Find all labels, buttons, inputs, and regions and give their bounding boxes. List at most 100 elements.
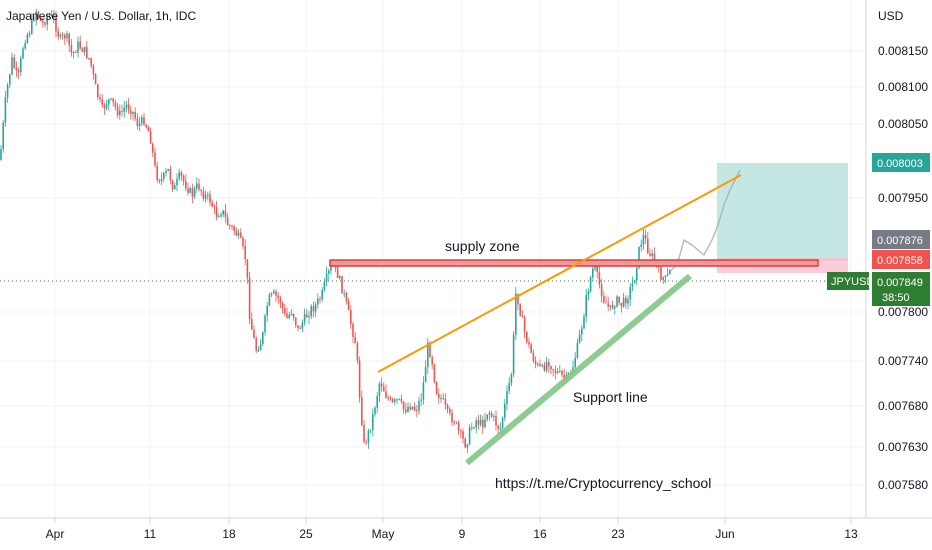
candle [499,422,502,432]
candle [347,297,350,311]
svg-text:0.007849: 0.007849 [877,277,923,289]
candle [460,428,462,438]
candle [471,422,473,431]
candle [231,224,233,231]
candle [583,313,585,329]
time-tick-label: 11 [144,527,157,541]
candle [4,91,7,127]
time-axis-labels[interactable]: Apr 11 18 25 May 9 16 23 Jun 13 [46,518,858,541]
candle [574,352,576,372]
price-axis-labels[interactable]: 0.008150 0.008100 0.008050 0.007950 0.007800… [878,44,928,492]
candle [578,329,581,344]
candle [510,372,513,387]
candle [220,212,222,219]
candle [453,419,455,426]
candle [642,228,645,250]
candle [171,179,174,193]
candle [242,235,244,249]
target-price-tag: 0.008003 [872,153,930,172]
candle [284,304,286,317]
candle [475,417,477,434]
candle [532,349,535,363]
candle [147,125,150,132]
candle [28,30,31,38]
candle [636,266,638,286]
candle [541,363,543,368]
candle [587,288,590,301]
candle [66,30,68,43]
candle [55,11,57,38]
candle [237,229,240,239]
candle [2,119,4,153]
support-trendline[interactable] [465,273,692,466]
candle [226,213,229,226]
candle [455,421,458,425]
candle [112,98,114,107]
link-text: https://t.me/Cryptocurrency_school [495,475,711,491]
candle [409,402,411,412]
candle [651,249,653,260]
candle [543,361,546,372]
candle [576,338,579,359]
candle [229,224,231,230]
time-tick-label: Apr [46,527,65,541]
svg-text:0.007876: 0.007876 [877,235,923,247]
candle [31,13,33,36]
candle [550,365,552,375]
candle [341,276,343,294]
candle [369,429,372,434]
candle [548,358,550,374]
candle [464,437,466,449]
candle [367,428,370,449]
candle [152,142,154,158]
candle [339,274,341,281]
candle [257,346,260,352]
candle [383,382,385,392]
candle [317,293,319,309]
candle [431,355,433,370]
candle [68,32,70,53]
candle [605,295,607,304]
candle [581,324,583,342]
candle [97,83,99,101]
candle [46,13,48,31]
candles [0,8,671,454]
candle [42,16,44,28]
candle [411,406,414,411]
candle [352,321,354,344]
candle [116,103,119,119]
candle [477,414,480,430]
candle [110,97,112,101]
candle [321,287,323,302]
candle [629,282,631,307]
candle [433,363,436,384]
candle [396,398,398,405]
candle [664,275,667,284]
candle [609,305,612,311]
candle [138,116,141,132]
candle [125,101,128,113]
candle [165,168,167,177]
candle [435,381,438,395]
candle [163,171,165,183]
target-zone[interactable] [717,163,848,261]
candle [306,308,308,318]
candle [363,420,365,444]
candle [365,439,367,446]
candle [358,356,361,403]
candle [449,406,451,416]
candle [457,420,460,435]
candle [350,305,352,329]
candle [526,331,528,345]
candle [213,203,216,214]
candle [394,397,396,406]
candle [319,296,321,304]
candle [251,312,253,330]
candle [391,397,394,403]
candle [308,310,310,324]
resistance-trendline[interactable] [377,174,742,373]
candle [75,50,77,54]
candle [198,178,200,192]
candle [209,190,211,207]
